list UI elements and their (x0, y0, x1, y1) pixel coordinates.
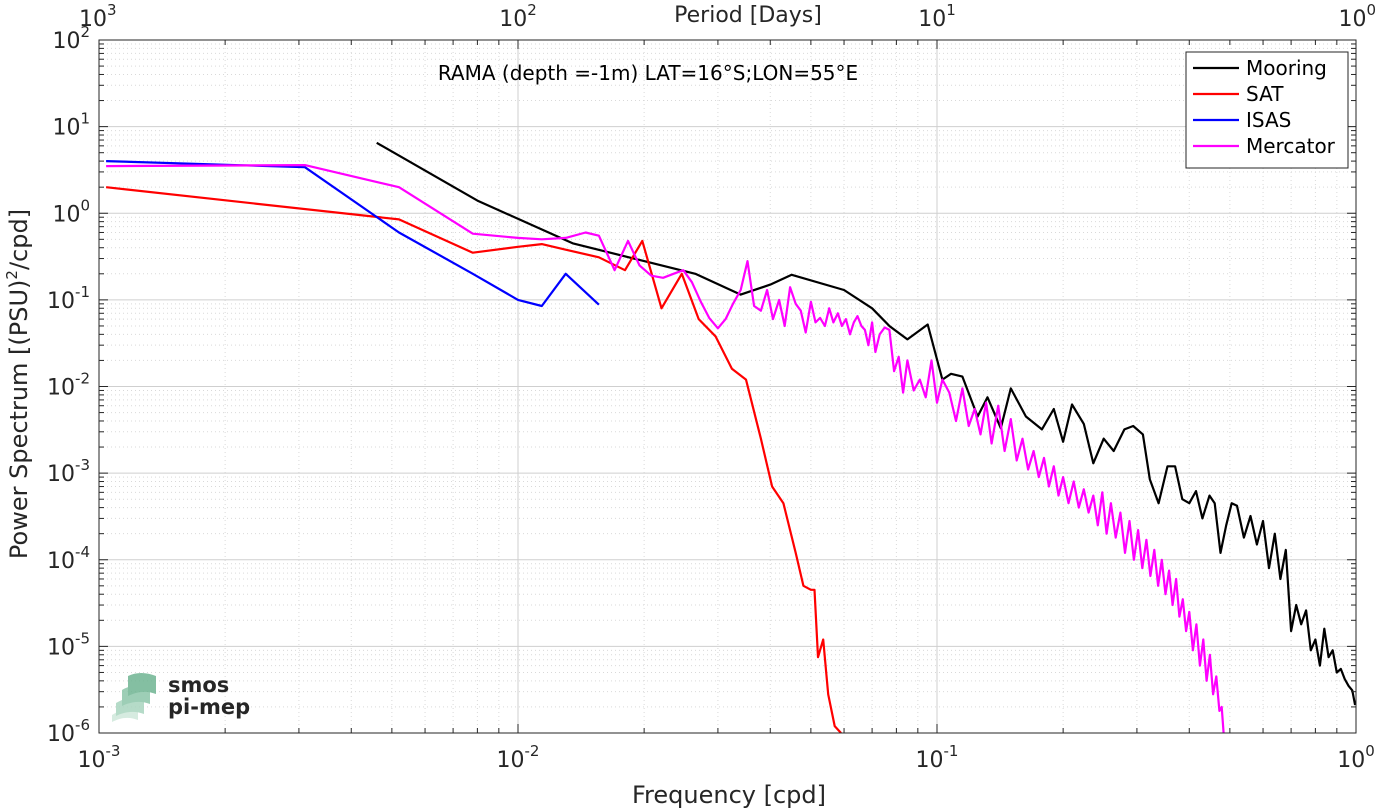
y-tick-exp: -4 (75, 543, 90, 561)
y-tick-label: 10-5 (47, 629, 90, 660)
y-tick-exp: -5 (75, 629, 90, 647)
x-tick-label: 100 (1337, 742, 1375, 773)
y-tick-base: 10 (47, 289, 75, 314)
y-tick-base: 10 (47, 549, 75, 574)
x-tick-label: 10-3 (78, 742, 121, 773)
series-layer (105, 141, 1356, 733)
tick-marks (98, 39, 1357, 734)
y-tick-base: 10 (47, 635, 75, 660)
top-tick-label: 103 (79, 1, 117, 32)
x-tick-label: 10-1 (916, 742, 959, 773)
series-line-mercator (106, 164, 1225, 733)
logo-line2: pi-mep (168, 695, 250, 719)
series-line-isas (106, 160, 600, 308)
y-axis-label-sup: 2 (3, 270, 21, 280)
y-tick-exp: -6 (75, 716, 90, 734)
x-axis-label: Frequency [cpd] (632, 781, 826, 809)
x-tick-base: 10 (1337, 748, 1365, 773)
top-tick-exp: 1 (946, 1, 956, 19)
series-line-sat (105, 186, 842, 733)
y-tick-label: 101 (52, 110, 90, 141)
x-tick-base: 10 (916, 748, 944, 773)
x-tick-exp: -2 (525, 742, 540, 760)
x-tick-exp: -3 (106, 742, 121, 760)
legend-label-mercator: Mercator (1246, 134, 1336, 158)
x-tick-exp: -1 (944, 742, 959, 760)
y-tick-base: 10 (52, 202, 80, 227)
y-tick-base: 10 (52, 116, 80, 141)
legend-label-mooring: Mooring (1246, 56, 1327, 80)
y-tick-label: 10-3 (47, 456, 90, 487)
x-tick-base: 10 (497, 748, 525, 773)
top-tick-label: 102 (499, 1, 537, 32)
y-tick-exp: 1 (80, 110, 90, 128)
top-tick-exp: 3 (107, 1, 117, 19)
y-tick-label: 10-6 (47, 716, 90, 747)
top-tick-base: 10 (499, 7, 527, 32)
y-axis-label-main: Power Spectrum [(PSU) (5, 280, 33, 559)
top-tick-exp: 2 (527, 1, 537, 19)
y-tick-base: 10 (52, 29, 80, 54)
y-tick-label: 10-1 (47, 283, 90, 314)
top-tick-base: 10 (79, 7, 107, 32)
y-tick-base: 10 (47, 722, 75, 747)
y-axis-label-tail: /cpd] (5, 209, 33, 270)
y-tick-base: 10 (47, 376, 75, 401)
logo-line1: smos (168, 673, 229, 697)
legend-label-sat: SAT (1246, 82, 1284, 106)
top-tick-exp: 0 (1366, 1, 1376, 19)
y-tick-base: 10 (47, 462, 75, 487)
top-tick-label: 101 (918, 1, 956, 32)
y-tick-label: 10-4 (47, 543, 90, 574)
top-tick-base: 10 (918, 7, 946, 32)
logo-mark-icon (112, 673, 156, 722)
x-tick-label: 10-2 (497, 742, 540, 773)
x-tick-base: 10 (78, 748, 106, 773)
chart-title: RAMA (depth =-1m) LAT=16°S;LON=55°E (438, 61, 858, 85)
y-tick-exp: 0 (80, 196, 90, 214)
legend-box (1185, 51, 1349, 169)
top-tick-base: 10 (1338, 7, 1366, 32)
top-axis-label: Period [Days] (674, 3, 822, 28)
legend-label-isas: ISAS (1246, 108, 1291, 132)
y-tick-exp: -3 (75, 456, 90, 474)
smos-pi-mep-logo: smos pi-mep (112, 673, 250, 722)
series-line-mooring (376, 141, 1356, 706)
y-tick-exp: -2 (75, 370, 90, 388)
y-tick-label: 100 (52, 196, 90, 227)
top-tick-label: 100 (1338, 1, 1376, 32)
y-tick-exp: 2 (80, 23, 90, 41)
y-tick-exp: -1 (75, 283, 90, 301)
y-axis-label: Power Spectrum [(PSU)2/cpd] (3, 209, 33, 559)
x-tick-exp: 0 (1365, 742, 1375, 760)
y-tick-label: 10-2 (47, 370, 90, 401)
y-tick-label: 102 (52, 23, 90, 54)
